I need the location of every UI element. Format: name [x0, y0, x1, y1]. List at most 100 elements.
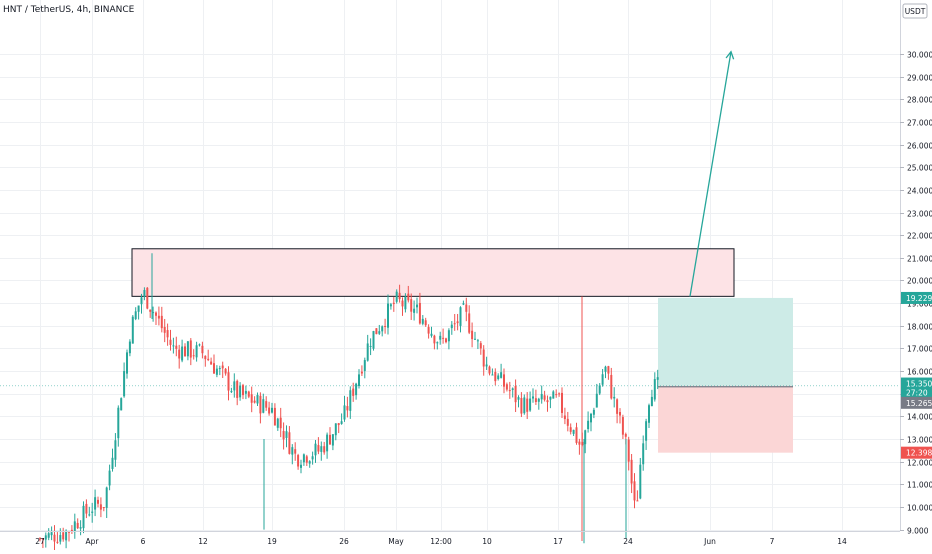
candle — [334, 423, 337, 441]
candle — [369, 338, 372, 356]
candle — [282, 422, 285, 450]
y-tick-label: 16.000 — [907, 368, 932, 377]
candle-body — [474, 338, 476, 340]
target-price-tag: 19.229 — [901, 291, 932, 304]
x-tick-label: 26 — [339, 537, 349, 546]
candle-body — [334, 423, 337, 436]
x-tick-label: 14 — [837, 537, 847, 546]
candle — [479, 341, 482, 355]
candle-body — [430, 333, 433, 336]
candle-body — [85, 503, 88, 514]
candle — [111, 448, 114, 472]
candle — [204, 355, 207, 367]
candle — [236, 379, 239, 406]
candle-body — [178, 349, 181, 359]
x-tick-label: 10 — [482, 537, 492, 546]
candle-body — [590, 413, 592, 423]
candle — [474, 331, 476, 340]
candle-body — [453, 323, 456, 325]
candle — [346, 396, 349, 418]
candle-body — [375, 328, 378, 335]
candle — [613, 387, 616, 408]
candle-body — [224, 368, 227, 374]
candle — [523, 394, 526, 415]
candle-body — [642, 443, 645, 465]
candle-body — [279, 417, 282, 429]
candle — [44, 532, 47, 548]
candle-body — [418, 302, 421, 324]
candle-body — [529, 398, 532, 411]
candle — [128, 339, 131, 357]
y-tick-label: 18.000 — [907, 323, 932, 332]
projection-arrow-line[interactable] — [689, 51, 732, 297]
candle — [503, 368, 505, 394]
candle-body — [398, 292, 401, 300]
candle — [430, 326, 433, 338]
currency-badge[interactable]: USDT — [902, 3, 928, 19]
candle-body — [146, 287, 149, 309]
candle — [636, 490, 639, 502]
candle-body — [329, 434, 331, 445]
target-zone[interactable] — [658, 297, 793, 386]
candle — [343, 395, 346, 422]
candle — [70, 525, 73, 534]
stop-zone[interactable] — [658, 385, 793, 453]
candle-body — [369, 345, 372, 347]
candle — [82, 501, 85, 534]
y-tick-label: 24.000 — [907, 187, 932, 196]
candle — [181, 339, 184, 363]
candle-body — [500, 372, 503, 378]
candle — [543, 390, 546, 402]
candle-body — [250, 394, 253, 403]
candle-body — [552, 391, 555, 399]
candle — [215, 365, 218, 378]
resistance-zone[interactable] — [131, 248, 735, 297]
candle-body — [601, 374, 604, 385]
candle-body — [358, 374, 360, 387]
candle-body — [137, 305, 140, 312]
candle — [592, 407, 595, 419]
price-axis[interactable]: 9.00010.00011.00012.00013.00014.00015.00… — [900, 0, 932, 550]
candle — [401, 297, 404, 316]
candle-body — [592, 409, 595, 415]
candle-body — [485, 364, 488, 367]
candle — [427, 324, 430, 339]
candle — [552, 390, 555, 399]
entry-price-tag: 15.265 — [901, 396, 932, 409]
last-tag-bg — [901, 377, 932, 398]
candle-body — [381, 326, 384, 332]
candle-body — [134, 311, 137, 320]
candle-body — [366, 343, 369, 361]
candle-body — [624, 434, 627, 437]
candle-body — [575, 427, 578, 443]
candle — [595, 383, 598, 408]
time-axis[interactable]: 27 Apr 6 12 19 26 May 12:00 10 17 24 Jun 7 14 — [0, 531, 900, 547]
candle — [186, 340, 189, 361]
candle-body — [294, 449, 297, 454]
candle — [178, 344, 181, 369]
x-tick-label: 12 — [198, 537, 208, 546]
y-tick-label: 12.000 — [907, 459, 932, 468]
candle-body — [108, 470, 111, 486]
candle — [398, 284, 401, 303]
candle-body — [256, 395, 259, 404]
candle — [656, 369, 659, 390]
candle — [102, 506, 105, 512]
stop-tag-value: 12.398 — [906, 449, 932, 458]
candle-body — [131, 316, 134, 344]
candle-body — [421, 318, 424, 324]
candle — [549, 396, 552, 409]
projection-arrow-head — [725, 50, 735, 60]
candle-body — [128, 341, 131, 354]
candle-body — [598, 385, 601, 394]
candle-body — [488, 366, 491, 374]
candle-body — [300, 464, 302, 468]
y-tick-label: 23.000 — [907, 210, 932, 219]
candle — [416, 297, 418, 314]
candle — [537, 397, 540, 410]
candle — [421, 315, 424, 326]
candle-body — [157, 315, 160, 319]
candle-body — [268, 407, 271, 414]
